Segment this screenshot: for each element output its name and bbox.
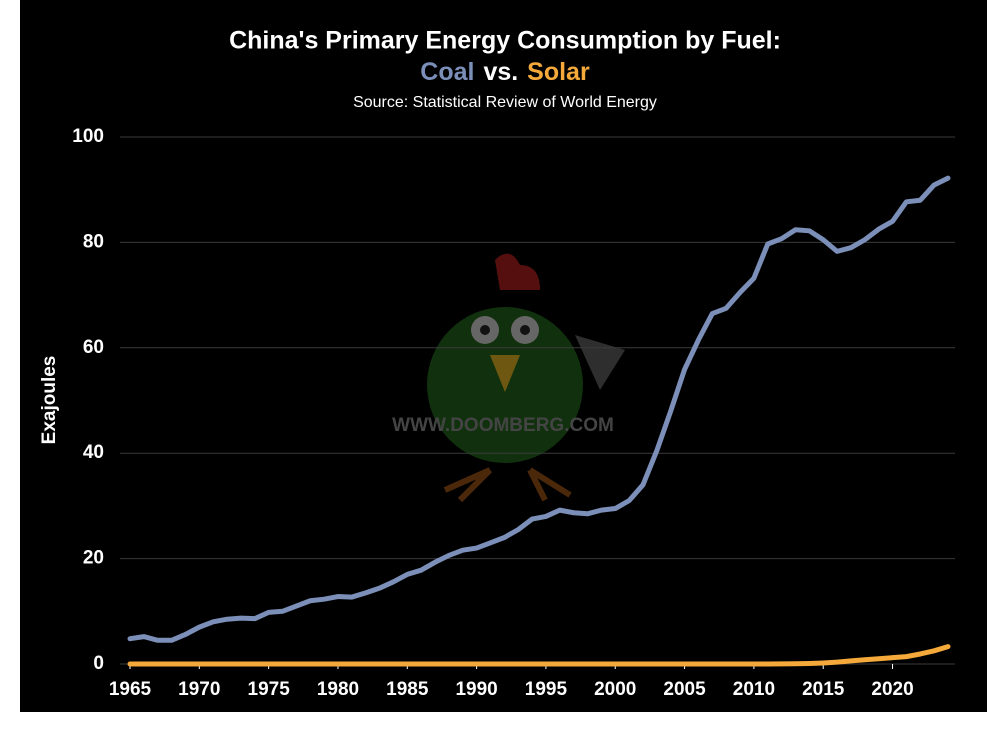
x-tick-label: 1980 — [317, 679, 359, 700]
x-tick-label: 2020 — [871, 679, 913, 700]
y-tick-label: 80 — [83, 231, 104, 252]
x-tick-label: 1990 — [455, 679, 497, 700]
x-tick-label: 2010 — [733, 679, 775, 700]
source: Source: Statistical Review of World Ener… — [353, 94, 657, 111]
x-tick-label: 2000 — [594, 679, 636, 700]
y-tick-label: 20 — [83, 548, 104, 569]
x-tick-label: 1970 — [178, 679, 220, 700]
title-coal: Coal — [420, 58, 474, 86]
title-solar: Solar — [527, 58, 590, 86]
x-tick-label: 1985 — [386, 679, 429, 700]
x-tick-label: 2015 — [802, 679, 845, 700]
logo — [427, 253, 625, 503]
x-tick-label: 1995 — [525, 679, 568, 700]
title-vs: vs. — [483, 58, 518, 86]
x-tick-label: 2005 — [663, 679, 706, 700]
y-axis-label: Exajoules — [39, 356, 60, 445]
chart-title: China's Primary Energy Consumption by Fu… — [229, 27, 781, 55]
y-tick-label: 0 — [93, 653, 104, 674]
y-tick-label: 60 — [83, 337, 104, 358]
x-tick-label: 1965 — [109, 679, 152, 700]
series-line — [127, 175, 951, 643]
series-line — [127, 644, 951, 667]
x-tick-label: 1975 — [248, 679, 291, 700]
y-tick-label: 100 — [72, 126, 104, 147]
y-tick-label: 40 — [83, 442, 104, 463]
chart-title-line2: Coal vs. Solar — [420, 58, 590, 86]
watermark: WWW.DOOMBERG.COM — [392, 415, 614, 436]
